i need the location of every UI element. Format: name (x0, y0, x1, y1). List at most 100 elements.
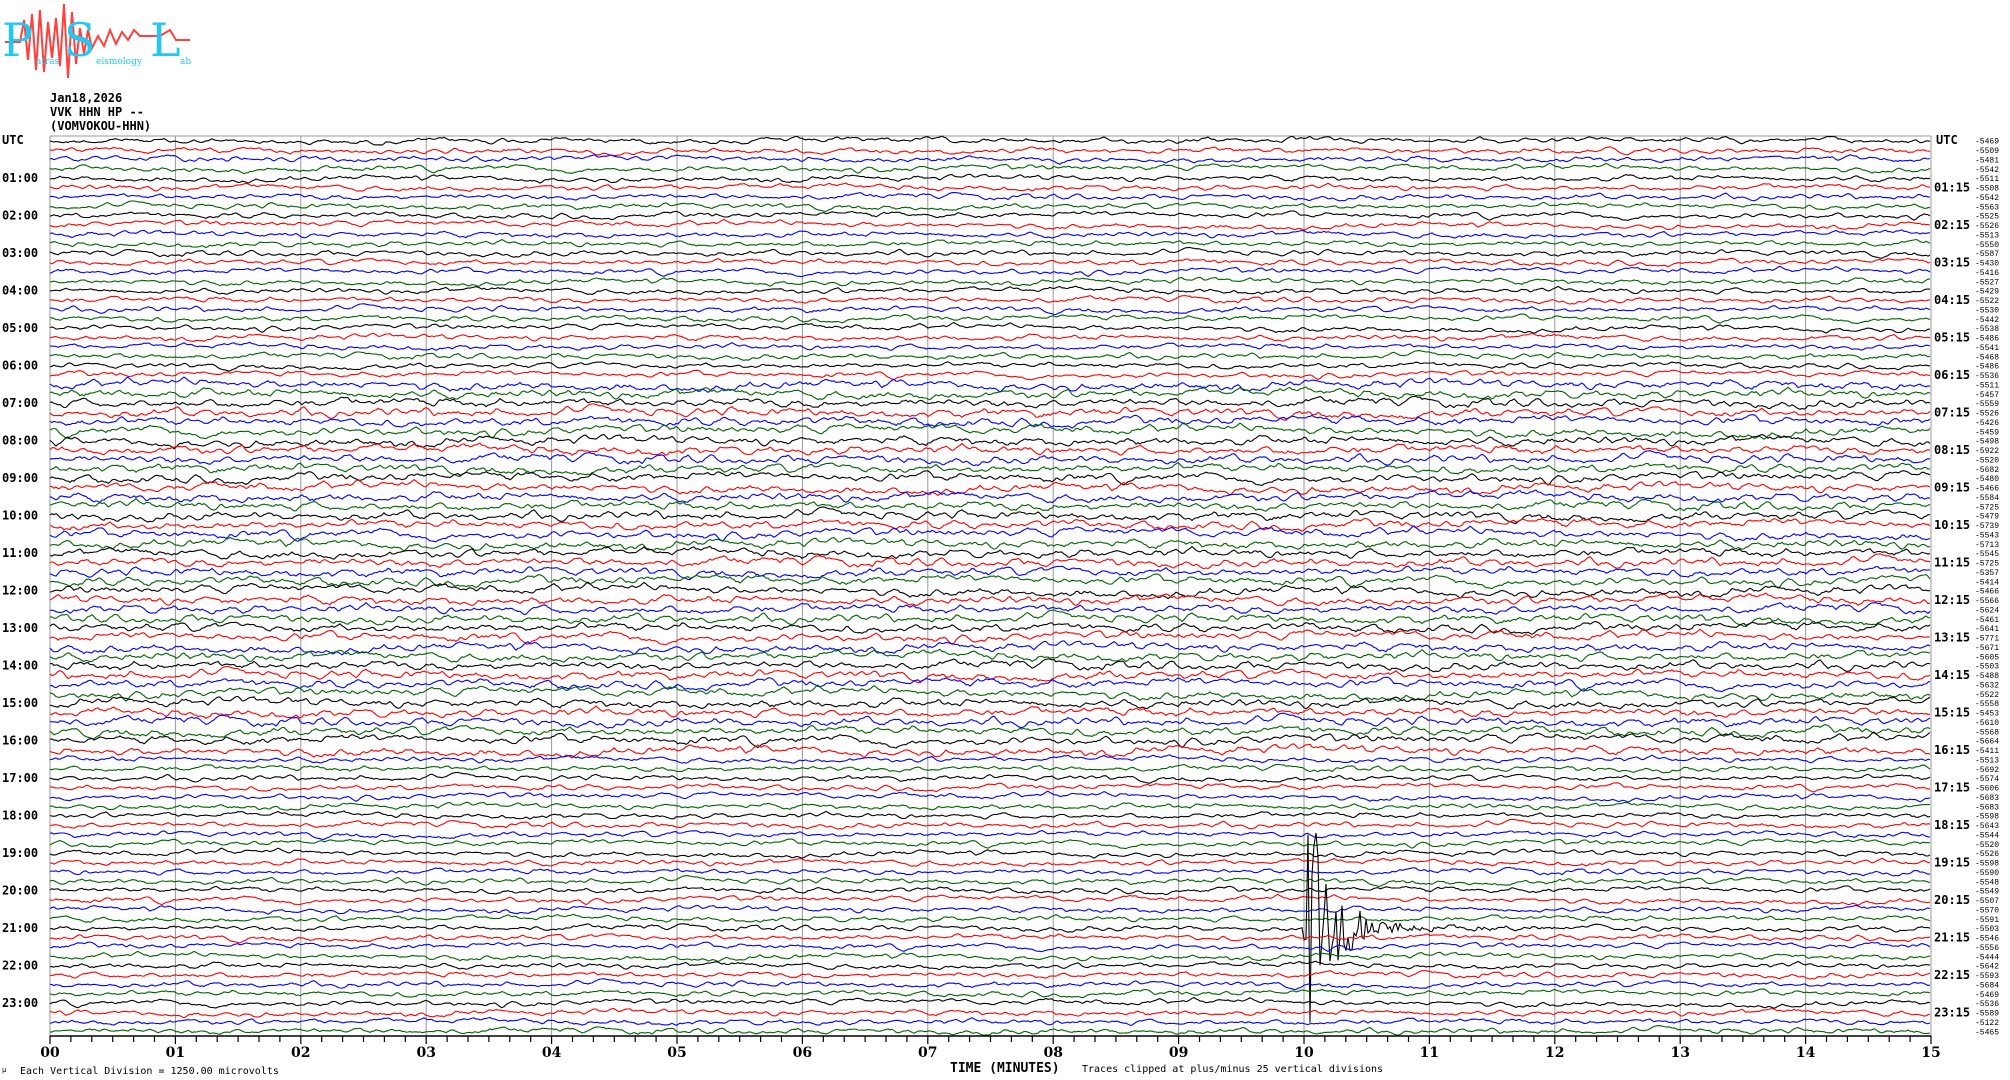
x-tick-label: 02 (291, 1045, 310, 1061)
scale-note: Each Vertical Division = 1250.00 microvo… (20, 1066, 279, 1077)
trace (49, 724, 1931, 740)
trace (49, 376, 1931, 393)
trace-offset-label: -5543 (1975, 531, 1999, 540)
trace (49, 913, 1931, 924)
trace-offset-label: -5498 (1975, 438, 1999, 447)
trace-offset-label: -5545 (1975, 550, 1999, 559)
trace-offset-label: -5526 (1975, 850, 1999, 859)
trace (49, 904, 1931, 915)
right-hour-label: 13:15 (1934, 631, 1970, 645)
trace-offset-label: -5570 (1975, 906, 1999, 915)
trace (49, 450, 1931, 467)
trace-offset-label: -5416 (1975, 269, 1999, 278)
trace-offset-label: -5538 (1975, 325, 1999, 334)
trace (49, 369, 1931, 381)
trace (49, 162, 1931, 175)
trace (49, 257, 1931, 268)
trace (49, 601, 1931, 615)
trace (49, 705, 1931, 720)
trace-offset-label: -5922 (1975, 447, 1999, 456)
left-axis-title: UTC (2, 133, 24, 147)
x-tick-label: 01 (166, 1045, 185, 1061)
left-hour-label: 04:00 (2, 284, 38, 298)
right-hour-label: 16:15 (1934, 743, 1970, 757)
trace (49, 867, 1931, 877)
trace (49, 395, 1931, 410)
right-hour-label: 04:15 (1934, 293, 1970, 307)
trace-offset-label: -5632 (1975, 681, 1999, 690)
trace-offset-label: -5459 (1975, 428, 1999, 437)
left-hour-label: 07:00 (2, 396, 38, 410)
x-tick-label: 11 (1420, 1045, 1439, 1061)
trace-offset-label: -5664 (1975, 738, 1999, 747)
trace-offset-label: -5593 (1975, 972, 1999, 981)
trace (49, 506, 1931, 524)
trace-offset-label: -5713 (1975, 541, 1999, 550)
trace (49, 1025, 1931, 1036)
left-hour-label: 22:00 (2, 959, 38, 973)
trace (49, 620, 1931, 635)
trace-offset-label: -5590 (1975, 869, 1999, 878)
x-tick-label: 10 (1294, 1045, 1314, 1061)
trace-offset-label: -5486 (1975, 363, 1999, 372)
trace (49, 276, 1930, 288)
trace (49, 361, 1930, 372)
trace (49, 341, 1931, 351)
trace-offset-label: -5558 (1975, 700, 1999, 709)
footer-mark: µ (2, 1066, 7, 1074)
trace (49, 573, 1931, 590)
trace (49, 422, 1931, 440)
x-tick-label: 03 (416, 1045, 435, 1061)
trace (49, 763, 1931, 774)
trace-offset-label: -5466 (1975, 588, 1999, 597)
trace-offset-label: -5683 (1975, 803, 1999, 812)
left-hour-label: 23:00 (2, 996, 38, 1010)
right-hour-label: 14:15 (1934, 668, 1970, 682)
trace (49, 592, 1931, 607)
trace-offset-label: -5682 (1975, 466, 1999, 475)
x-tick-label: 04 (542, 1045, 562, 1061)
logo-small-1: atras (36, 57, 60, 67)
right-hour-label: 23:15 (1934, 1006, 1970, 1020)
trace-offset-label: -5574 (1975, 775, 1999, 784)
trace (49, 497, 1931, 512)
trace (49, 1008, 1931, 1019)
trace-offset-label: -5546 (1975, 935, 1999, 944)
trace (49, 988, 1931, 999)
left-hour-label: 11:00 (2, 546, 38, 560)
trace-offset-label: -5511 (1975, 175, 1999, 184)
trace (49, 210, 1931, 221)
trace-offset-label: -5548 (1975, 878, 1999, 887)
trace (49, 295, 1931, 305)
trace (49, 403, 1931, 421)
right-hour-label: 07:15 (1934, 406, 1970, 420)
trace (49, 154, 1931, 165)
right-hour-label: 12:15 (1934, 593, 1970, 607)
trace (49, 386, 1931, 401)
trace-offset-label: -5429 (1975, 288, 1999, 297)
trace-offset-label: -5549 (1975, 888, 1999, 897)
trace-offset-label: -5522 (1975, 297, 1999, 306)
x-tick-label: 06 (793, 1045, 812, 1061)
trace-offset-label: -5479 (1975, 513, 1999, 522)
trace-offset-label: -5481 (1975, 156, 1999, 165)
trace (49, 285, 1931, 296)
trace-offset-label: -5468 (1975, 353, 1999, 362)
trace-offset-label: -5522 (1975, 691, 1999, 700)
trace (49, 442, 1931, 456)
trace (49, 731, 1931, 749)
left-hour-label: 21:00 (2, 921, 38, 935)
trace-offset-label: -5771 (1975, 635, 1999, 644)
trace-offset-label: -5122 (1975, 1019, 1999, 1028)
trace (49, 434, 1931, 450)
right-hour-label: 09:15 (1934, 481, 1970, 495)
trace (49, 712, 1931, 729)
trace (49, 996, 1931, 1009)
trace (49, 950, 1931, 963)
x-tick-label: 00 (40, 1045, 60, 1061)
trace-offset-label: -5610 (1975, 719, 1999, 728)
trace-offset-label: -5503 (1975, 663, 1999, 672)
right-hour-label: 06:15 (1934, 368, 1970, 382)
trace-offset-label: -5525 (1975, 213, 1999, 222)
